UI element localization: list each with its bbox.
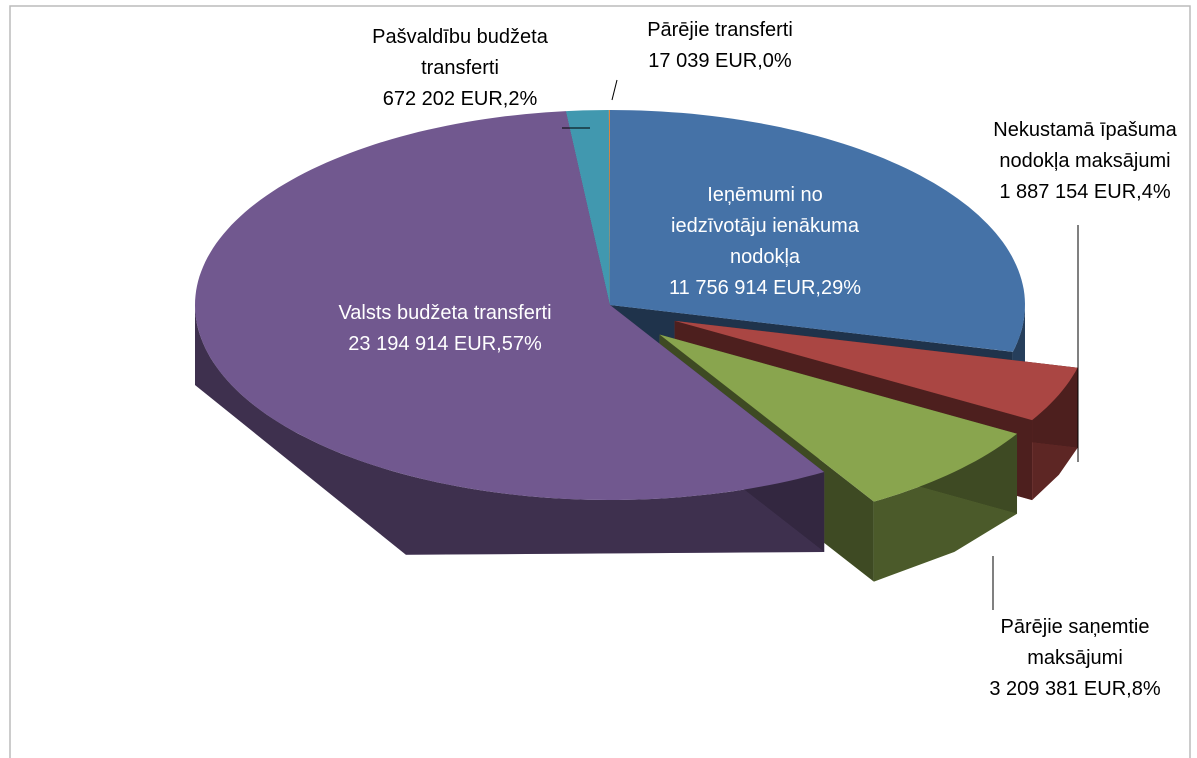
data-label: Valsts budžeta transferti 23 194 914 EUR,…: [315, 298, 575, 360]
slice-side: [195, 305, 825, 555]
slice: [566, 110, 610, 305]
data-label: Pārējie saņemtie maksājumi 3 209 381 EUR,…: [980, 612, 1170, 705]
label-name: Valsts budžeta transferti: [338, 302, 552, 324]
pie: [195, 110, 1078, 582]
leader-line: [611, 79, 618, 101]
slice: [195, 111, 825, 500]
chart-border: [9, 5, 1191, 758]
label-name: Nekustamā īpašuma nodokļa maksājumi: [993, 119, 1177, 172]
label-value: 3 209 381 EUR,8%: [989, 678, 1161, 700]
slice: [608, 110, 610, 305]
data-label: Pārējie transferti 17 039 EUR,0%: [590, 15, 850, 77]
data-label: Pašvaldību budžeta transferti 672 202 EUR…: [345, 22, 575, 115]
label-name: Pārējie saņemtie maksājumi: [1000, 616, 1150, 669]
label-value: 23 194 914 EUR,57%: [348, 333, 542, 355]
data-label: Ieņēmumi no iedzīvotāju ienākuma nodokļa…: [665, 180, 865, 304]
slice: [659, 334, 1017, 502]
label-value: 672 202 EUR,2%: [382, 88, 538, 110]
data-label: Nekustamā īpašuma nodokļa maksājumi 1 887…: [970, 115, 1197, 208]
label-value: 1 887 154 EUR,4%: [999, 181, 1171, 203]
label-name: Ieņēmumi no iedzīvotāju ienākuma nodokļa: [671, 184, 859, 268]
label-name: Pārējie transferti: [647, 19, 793, 41]
slice: [610, 110, 1025, 352]
slice: [674, 320, 1078, 421]
slice-side-shade: [195, 305, 825, 555]
label-name: Pašvaldību budžeta transferti: [372, 26, 548, 79]
label-value: 17 039 EUR,0%: [648, 50, 792, 72]
label-value: 11 756 914 EUR,29%: [669, 277, 861, 299]
